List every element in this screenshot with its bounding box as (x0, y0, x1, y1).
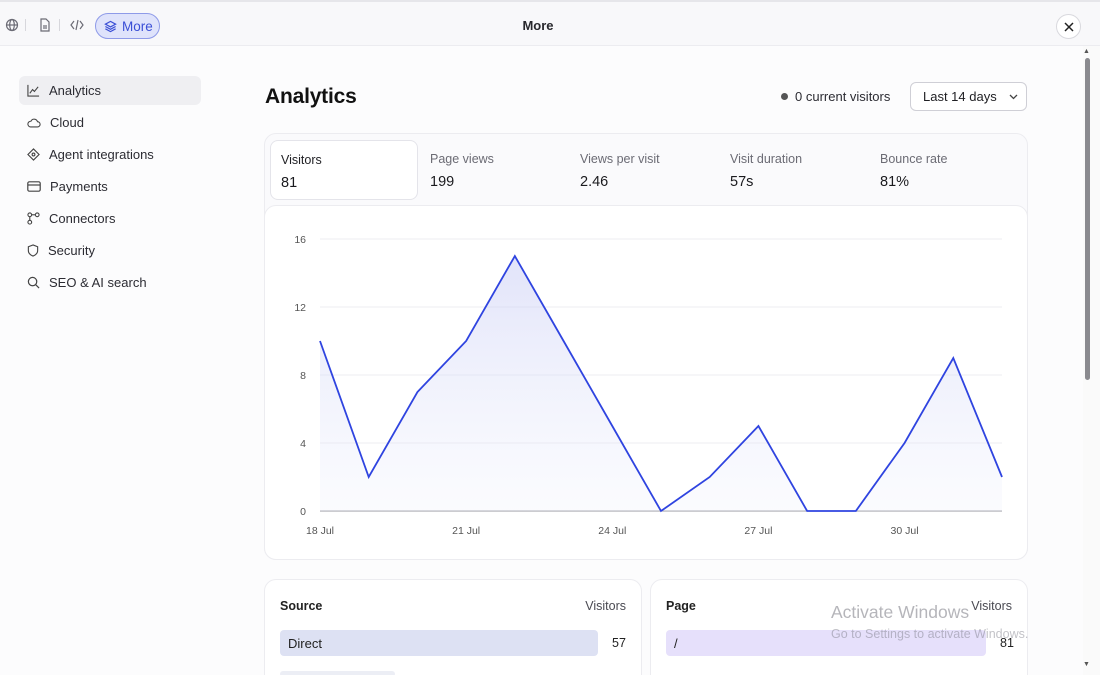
metric-value: 81 (281, 175, 298, 191)
page-row-label: / (674, 635, 678, 651)
nodes-icon (27, 212, 40, 225)
page-row-root[interactable]: / (666, 630, 986, 656)
metric-label: Visit duration (730, 152, 803, 166)
metric-bounce-rate[interactable]: Bounce rate 81% (870, 140, 1018, 200)
scroll-up-arrow[interactable]: ▲ (1083, 48, 1090, 55)
globe-icon[interactable] (1, 14, 23, 36)
page-panel: Page Visitors / 81 (650, 579, 1028, 675)
metric-label: Bounce rate (880, 152, 948, 166)
metric-value: 2.46 (580, 174, 609, 190)
metric-page-views[interactable]: Page views 199 (420, 140, 568, 200)
page-panel-column: Visitors (971, 599, 1012, 613)
diamond-icon (27, 148, 40, 161)
metric-visit-duration[interactable]: Visit duration 57s (720, 140, 868, 200)
sidebar-item-security[interactable]: Security (19, 236, 201, 265)
x-tick-label: 30 Jul (891, 525, 919, 537)
sidebar-item-label: Connectors (49, 211, 116, 226)
file-icon[interactable] (34, 14, 56, 36)
chevron-down-icon (1009, 94, 1018, 99)
metric-value: 81% (880, 174, 910, 190)
window-title: More (522, 18, 554, 33)
close-button[interactable] (1056, 14, 1081, 39)
y-tick-label: 12 (294, 302, 306, 314)
x-tick-label: 21 Jul (452, 525, 480, 537)
visitors-chart: 0 4 8 12 16 18 Jul 21 Jul 24 Jul 27 Jul 30 Jul (294, 234, 1003, 537)
page-panel-title: Page (666, 599, 696, 613)
y-tick-label: 0 (300, 506, 306, 518)
watermark-subtitle: Go to Settings to activate Windows. (831, 627, 1029, 641)
title-bar: More More (0, 0, 1100, 46)
sidebar-item-payments[interactable]: Payments (19, 172, 201, 201)
sidebar-item-seo[interactable]: SEO & AI search (19, 268, 201, 297)
sidebar-item-agent-integrations[interactable]: Agent integrations (19, 140, 201, 169)
current-visitors: 0 current visitors (781, 89, 890, 104)
search-icon (27, 276, 40, 289)
sidebar-item-label: Cloud (50, 115, 84, 130)
metric-label: Views per visit (580, 152, 660, 166)
scroll-down-arrow[interactable]: ▼ (1083, 661, 1090, 668)
date-range-value: Last 14 days (923, 89, 997, 104)
date-range-select[interactable]: Last 14 days (910, 82, 1027, 111)
sidebar-item-label: Security (48, 243, 95, 258)
source-panel: Source Visitors Direct 57 (264, 579, 642, 675)
credit-card-icon (27, 181, 41, 192)
sidebar-item-analytics[interactable]: Analytics (19, 76, 201, 105)
metric-label: Page views (430, 152, 494, 166)
scrollbar-thumb[interactable] (1085, 58, 1090, 380)
y-tick-label: 8 (300, 370, 306, 382)
metric-label: Visitors (281, 153, 322, 167)
shield-icon (27, 244, 39, 257)
chart-area-fill (320, 256, 1002, 511)
sidebar-item-connectors[interactable]: Connectors (19, 204, 201, 233)
sidebar-item-label: Analytics (49, 83, 102, 98)
watermark-title: Activate Windows (831, 602, 970, 622)
x-tick-label: 24 Jul (598, 525, 626, 537)
source-panel-column: Visitors (585, 599, 626, 613)
page-row-count: 81 (1000, 636, 1014, 650)
sidebar-item-label: SEO & AI search (49, 275, 147, 290)
x-tick-label: 18 Jul (306, 525, 334, 537)
metric-visitors[interactable]: Visitors 81 (270, 140, 418, 200)
current-visitors-label: 0 current visitors (795, 89, 891, 104)
more-tab[interactable]: More (95, 13, 160, 39)
chart-line-icon (27, 84, 40, 97)
status-dot (781, 93, 788, 100)
page-title: Analytics (265, 85, 357, 108)
code-icon[interactable] (66, 14, 88, 36)
close-icon (1063, 21, 1074, 32)
source-panel-title: Source (280, 599, 323, 613)
sidebar-item-label: Payments (50, 179, 108, 194)
source-row-direct[interactable]: Direct (280, 630, 598, 656)
source-row-label: Direct (288, 635, 322, 651)
layers-icon (104, 20, 117, 32)
more-tab-label: More (122, 18, 153, 34)
source-row-next (280, 671, 395, 675)
sidebar-item-cloud[interactable]: Cloud (19, 108, 201, 137)
sidebar: Analytics Cloud Agent integrations Payme… (19, 76, 201, 300)
metric-value: 57s (730, 174, 754, 190)
x-tick-label: 27 Jul (744, 525, 772, 537)
sidebar-item-label: Agent integrations (49, 147, 154, 162)
y-tick-label: 16 (294, 234, 306, 246)
metric-views-per-visit[interactable]: Views per visit 2.46 (570, 140, 718, 200)
source-row-count: 57 (612, 636, 626, 650)
metric-value: 199 (430, 174, 455, 190)
cloud-icon (27, 118, 41, 127)
y-tick-label: 4 (300, 438, 306, 450)
